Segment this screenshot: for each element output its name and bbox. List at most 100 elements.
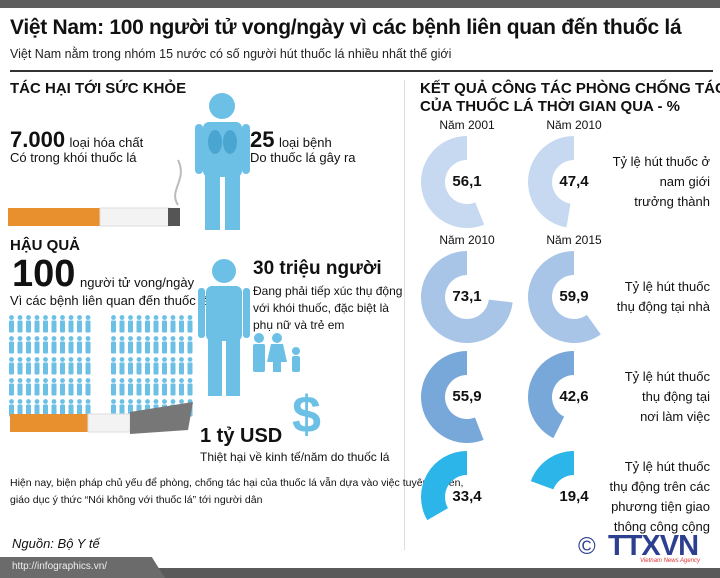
year-label: Năm 2015 — [546, 233, 602, 247]
person-icon — [60, 378, 65, 396]
person-icon — [43, 378, 48, 396]
divider — [10, 70, 713, 72]
donut-value: 42,6 — [559, 388, 589, 405]
person-icon — [85, 336, 91, 354]
person-icon — [77, 315, 82, 333]
person-icon — [153, 378, 159, 396]
person-icon — [77, 336, 82, 354]
donut-value: 19,4 — [559, 488, 589, 505]
person-icon — [128, 336, 133, 354]
donut-arc — [528, 136, 574, 228]
results-heading-1: KẾT QUẢ CÔNG TÁC PHÒNG CHỐNG TÁC HẠI — [420, 80, 720, 97]
source: Nguồn: Bộ Y tế — [12, 536, 100, 551]
burnt-cigarette-icon — [10, 402, 193, 434]
person-icon — [17, 399, 23, 417]
person-icon — [26, 357, 31, 375]
deaths-number: 100 — [12, 253, 76, 295]
person-icon — [26, 378, 31, 396]
person-icon — [85, 357, 91, 375]
family-icon — [253, 333, 300, 372]
logo-tagline: Vietnam News Agency — [640, 558, 701, 564]
passive-number: 30 triệu người — [253, 258, 382, 279]
column-divider — [404, 80, 405, 550]
person-icon — [111, 378, 116, 396]
results-heading-2: CỦA THUỐC LÁ THỜI GIAN QUA - % — [420, 98, 681, 115]
person-icon — [128, 378, 133, 396]
diseases-stat: 25 loại bệnh — [250, 127, 332, 153]
row-label: Tỷ lệ hút thuốc ở nam giới trưởng thành — [600, 152, 710, 212]
person-icon — [51, 357, 57, 375]
person-icon — [162, 357, 167, 375]
person-icon — [60, 336, 65, 354]
row-label-line: thụ động tại nhà — [616, 299, 710, 314]
person-icon — [145, 336, 150, 354]
donut-arc — [420, 351, 484, 443]
passive-desc-line: với khói thuốc, đặc biệt là — [253, 301, 389, 315]
person-icon — [43, 357, 48, 375]
row-label-line: Tỷ lệ hút thuốc — [624, 459, 710, 474]
person-icon — [34, 336, 40, 354]
donut-value: 73,1 — [452, 288, 482, 305]
note: Hiện nay, biện pháp chủ yếu để phòng, ch… — [10, 475, 463, 509]
donut-charts — [420, 136, 601, 521]
person-icon — [43, 336, 48, 354]
row-label-line: Tỷ lệ hút thuốc — [624, 279, 710, 294]
person-icon — [60, 399, 65, 417]
cigarette-icon — [8, 159, 182, 227]
row-label-line: thông công cộng — [613, 519, 710, 534]
person-icon — [187, 378, 193, 396]
person-icon — [34, 315, 40, 333]
person-icon — [187, 336, 193, 354]
footer-url[interactable]: http://infographics.vn/ — [0, 557, 165, 578]
person-icon — [187, 315, 193, 333]
note-line: Hiện nay, biện pháp chủ yếu để phòng, ch… — [10, 477, 464, 489]
donut-arc — [528, 251, 601, 343]
chemicals-stat: 7.000 loại hóa chất — [10, 127, 143, 153]
person-icon — [153, 315, 159, 333]
donut-arc — [420, 450, 467, 521]
person-icon — [85, 378, 91, 396]
person-icon — [111, 357, 116, 375]
person-icon — [43, 315, 48, 333]
health-heading: TÁC HẠI TỚI SỨC KHỎE — [10, 80, 187, 97]
row-label-line: nơi làm việc — [640, 409, 710, 424]
person-icon — [68, 357, 74, 375]
person-icon — [34, 399, 40, 417]
person-icon — [77, 399, 82, 417]
person-icon — [136, 315, 142, 333]
person-icon — [9, 399, 14, 417]
person-icon — [17, 336, 23, 354]
row-label: Tỷ lệ hút thuốc thụ động tại nơi làm việc — [600, 367, 710, 427]
row-label: Tỷ lệ hút thuốc thụ động tại nhà — [600, 277, 710, 317]
note-line: giáo dục ý thức “Nói không với thuốc lá”… — [10, 494, 263, 506]
person-icon — [119, 315, 125, 333]
donut-arc — [530, 451, 574, 490]
donut-value: 59,9 — [559, 288, 589, 305]
person-icon — [136, 378, 142, 396]
people-grid-icon — [9, 315, 193, 417]
donut-value: 47,4 — [559, 173, 589, 190]
year-label: Năm 2001 — [439, 118, 495, 132]
donut-value: 33,4 — [452, 488, 482, 505]
person-icon — [60, 315, 65, 333]
person-icon — [68, 315, 74, 333]
person-icon — [179, 336, 184, 354]
person-smoking-icon — [198, 259, 250, 396]
passive-desc-line: Đang phải tiếp xúc thụ động — [253, 284, 403, 298]
chemicals-desc: Có trong khói thuốc lá — [10, 150, 137, 165]
year-label: Năm 2010 — [546, 118, 602, 132]
person-icon — [17, 357, 23, 375]
person-icon — [119, 378, 125, 396]
person-icon — [162, 336, 167, 354]
person-icon — [77, 378, 82, 396]
deaths-unit: người tử vong/ngày — [80, 275, 195, 290]
person-icon — [17, 315, 23, 333]
person-icon — [26, 399, 31, 417]
copyright-icon: © — [578, 533, 596, 560]
person-icon — [60, 357, 65, 375]
dollar-icon: $ — [292, 386, 321, 444]
person-icon — [119, 357, 125, 375]
person-icon — [170, 336, 176, 354]
person-icon — [26, 336, 31, 354]
person-icon — [128, 315, 133, 333]
